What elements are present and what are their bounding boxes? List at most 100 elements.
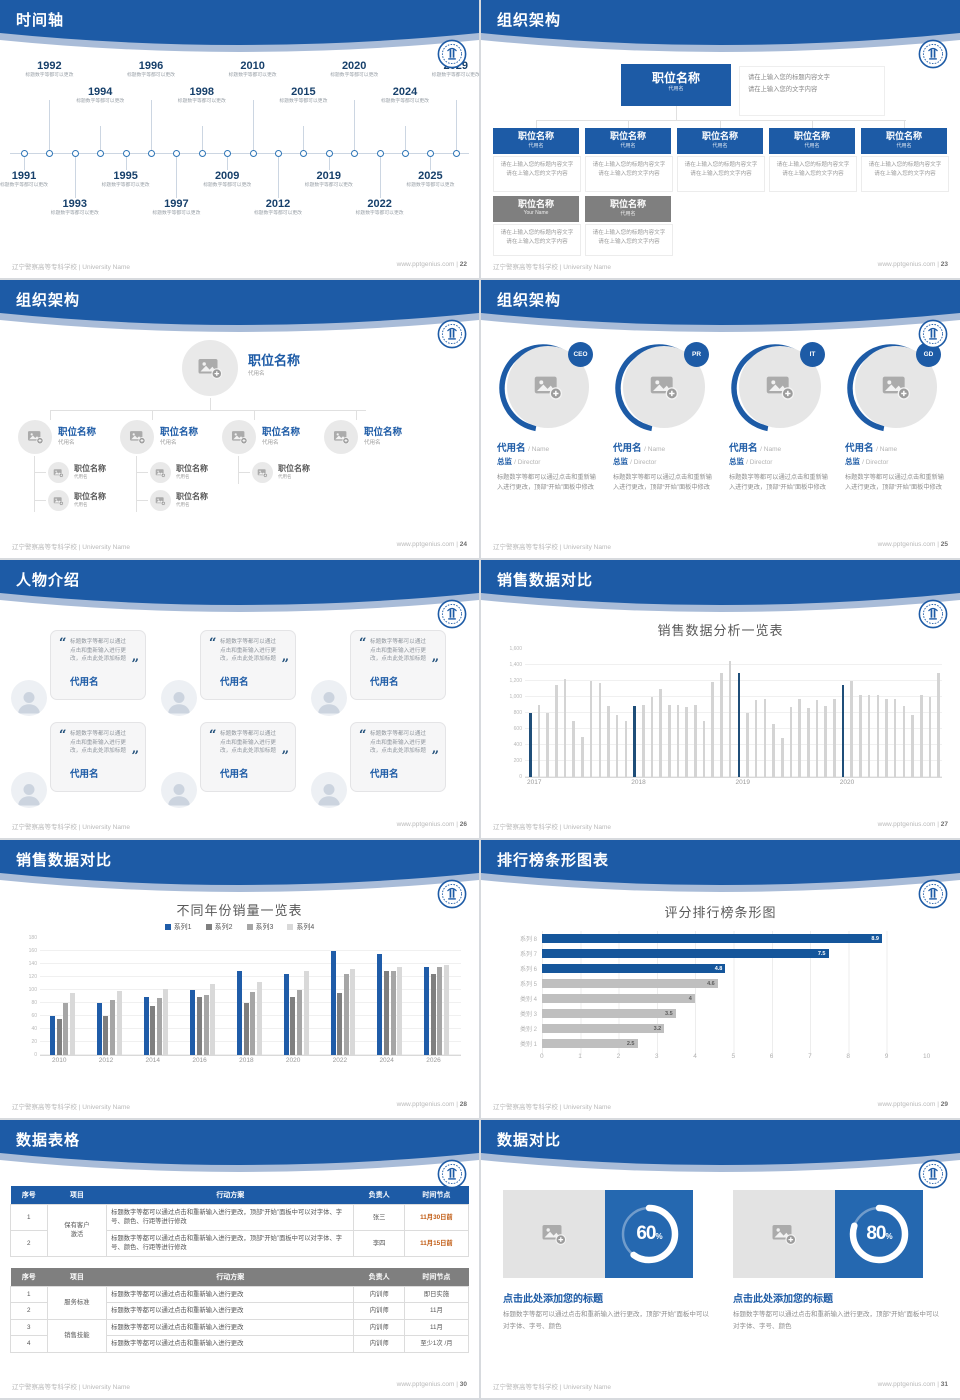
org-connector (152, 410, 153, 420)
org-sub-photo[interactable] (252, 462, 273, 483)
slide-footer: 辽宁警察高等专科学校 | University Name www.pptgeniu… (493, 541, 948, 553)
close-quote-icon: ” (281, 749, 289, 764)
timeline-dot[interactable] (46, 150, 54, 157)
org-box-subtitle: 代用名 (712, 142, 728, 149)
person-avatar[interactable] (11, 680, 47, 716)
x-axis-tick-label: 2020 (839, 779, 855, 786)
org-root-note: 请在上输入您的标题内容文字 请在上输入您的文字内容 (739, 66, 885, 116)
timeline-dot[interactable] (97, 150, 105, 157)
footer-site-page: www.pptgenius.com | 30 (397, 1381, 467, 1388)
org-child-box[interactable]: 职位名称 代用名 (677, 128, 763, 154)
timeline-dot[interactable] (224, 150, 232, 157)
org-child-box[interactable]: 职位名称 代用名 (769, 128, 855, 154)
person-avatar[interactable] (311, 772, 347, 808)
org-sub-photo[interactable] (48, 462, 69, 483)
org-child-box[interactable]: 职位名称 代用名 (493, 128, 579, 154)
image-placeholder-box[interactable] (503, 1190, 605, 1278)
timeline-dot[interactable] (427, 150, 435, 157)
slide-people-intro[interactable]: 人物介绍 辽宁警察高等专科学校 | University Name www.pptg… (0, 560, 479, 838)
member-photo-wrap[interactable]: CEO (497, 342, 593, 434)
org-sub-photo[interactable] (150, 462, 171, 483)
chart-bar (937, 673, 940, 777)
org-child-box[interactable]: 职位名称 代用名 (585, 128, 671, 154)
timeline-dot[interactable] (71, 150, 79, 157)
timeline-dot[interactable] (249, 150, 257, 157)
timeline-dot[interactable] (21, 150, 28, 157)
university-emblem-icon (918, 39, 948, 69)
slide-org-chart-circles[interactable]: 组织架构 辽宁警察高等专科学校 | University Name www.pptg… (481, 280, 960, 558)
timeline-caption: 标题数字等都可以更改 (406, 183, 455, 188)
quote-text: 标题数字等都可以通过点击和重新输入进行更改，点击此处添加标题 (220, 731, 276, 755)
org-sub-sub: 代用名 (176, 502, 190, 507)
timeline-year: 2010 (240, 60, 265, 72)
person-avatar[interactable] (311, 680, 347, 716)
timeline-dot[interactable] (452, 150, 460, 157)
timeline-dot[interactable] (376, 150, 384, 157)
slide-sales-bar-chart[interactable]: 销售数据对比 辽宁警察高等专科学校 | University Name www.pp… (481, 560, 960, 838)
person-silhouette-icon (18, 784, 40, 806)
slide-data-tables[interactable]: 数据表格 辽宁警察高等专科学校 | University Name www.pptg… (0, 1120, 479, 1398)
table-cell-no: 1 (10, 1204, 48, 1231)
slide-data-compare[interactable]: 数据对比 辽宁警察高等专科学校 | University Name www.pptg… (481, 1120, 960, 1398)
timeline-dot[interactable] (300, 150, 308, 157)
org-child-sub: 代用名 (58, 440, 75, 446)
university-logo-icon (918, 1145, 948, 1189)
image-placeholder-box[interactable] (733, 1190, 835, 1278)
org-extra-box[interactable]: 职位名称 代用名 (585, 196, 671, 222)
timeline-dot[interactable] (325, 150, 333, 157)
org-child-photo[interactable] (324, 420, 358, 454)
timeline-dot[interactable] (402, 150, 409, 157)
donut-box: 60% (605, 1190, 693, 1278)
timeline-dot[interactable] (173, 150, 181, 157)
chart-bar (297, 990, 303, 1055)
timeline-dot[interactable] (351, 150, 359, 157)
ranking-row: 系列 7 7.5 (501, 946, 924, 961)
table-cell-no: 2 (10, 1229, 48, 1257)
org-sub-photo[interactable] (150, 490, 171, 511)
org-child-photo[interactable] (222, 420, 256, 454)
slide-ranking-bar-chart[interactable]: 排行榜条形图表 辽宁警察高等专科学校 | University Name www.p… (481, 840, 960, 1118)
member-photo-wrap[interactable]: PR (613, 342, 709, 434)
ranking-row: 系列 8 8.9 (501, 931, 924, 946)
compare-body-text: 标题数字等都可以通过点击和重新输入进行更改，顶部“开始”面板中可以对字体、字号、… (733, 1311, 939, 1331)
timeline-event: 2012 标题数字等都可以更改 (252, 198, 304, 218)
slide-yearly-bar-chart[interactable]: 销售数据对比 辽宁警察高等专科学校 | University Name www.pp… (0, 840, 479, 1118)
member-name: 代用名 / Name (845, 440, 947, 454)
quote-box: “标题数字等都可以通过点击和重新输入进行更改，点击此处添加标题 ” 代用名 (200, 630, 296, 700)
timeline-dot[interactable] (122, 150, 130, 157)
footer-site-url: www.pptgenius.com | (396, 541, 460, 548)
slide-org-chart-boxes[interactable]: 组织架构 辽宁警察高等专科学校 | University Name www.pptg… (481, 0, 960, 278)
slide-org-chart-photos[interactable]: 组织架构 辽宁警察高等专科学校 | University Name www.pptg… (0, 280, 479, 558)
member-name-en: / Name (528, 446, 550, 453)
timeline-dot[interactable] (198, 150, 206, 157)
image-placeholder-icon (53, 468, 64, 478)
org-sub-photo[interactable] (48, 490, 69, 511)
org-child-photo[interactable] (18, 420, 52, 454)
footer-site-page: www.pptgenius.com | 27 (878, 821, 948, 828)
org-extra-box[interactable]: 职位名称 Your Name (493, 196, 579, 222)
person-name: 代用名 (220, 769, 249, 780)
member-role-cn: 总监 (729, 457, 744, 466)
timeline-year: 2015 (291, 86, 316, 98)
timeline-connector (303, 126, 305, 150)
timeline-dot[interactable] (148, 150, 155, 157)
person-avatar[interactable] (11, 772, 47, 808)
slide-header: 销售数据对比 (481, 560, 960, 629)
org-box-subtitle: Your Name (523, 209, 549, 216)
org-connector (356, 410, 357, 420)
desc-line: 请在上输入您的文字内容 (506, 170, 568, 177)
person-avatar[interactable] (161, 772, 197, 808)
timeline-dot[interactable] (275, 150, 282, 157)
org-root-photo[interactable] (182, 340, 238, 396)
org-child-photo[interactable] (120, 420, 154, 454)
member-photo-wrap[interactable]: GD (845, 342, 941, 434)
org-child-box[interactable]: 职位名称 代用名 (861, 128, 947, 154)
table-cell-time: 即日实施 (403, 1285, 470, 1304)
slide-timeline[interactable]: 时间轴 辽宁警察高等专科学校 | University Name www.pptge… (0, 0, 479, 278)
person-avatar[interactable] (161, 680, 197, 716)
member-role-badge: IT (800, 342, 825, 367)
org-root-box[interactable]: 职位名称 代用名 (621, 64, 731, 106)
member-photo-wrap[interactable]: IT (729, 342, 825, 434)
chart-bar (250, 991, 256, 1055)
